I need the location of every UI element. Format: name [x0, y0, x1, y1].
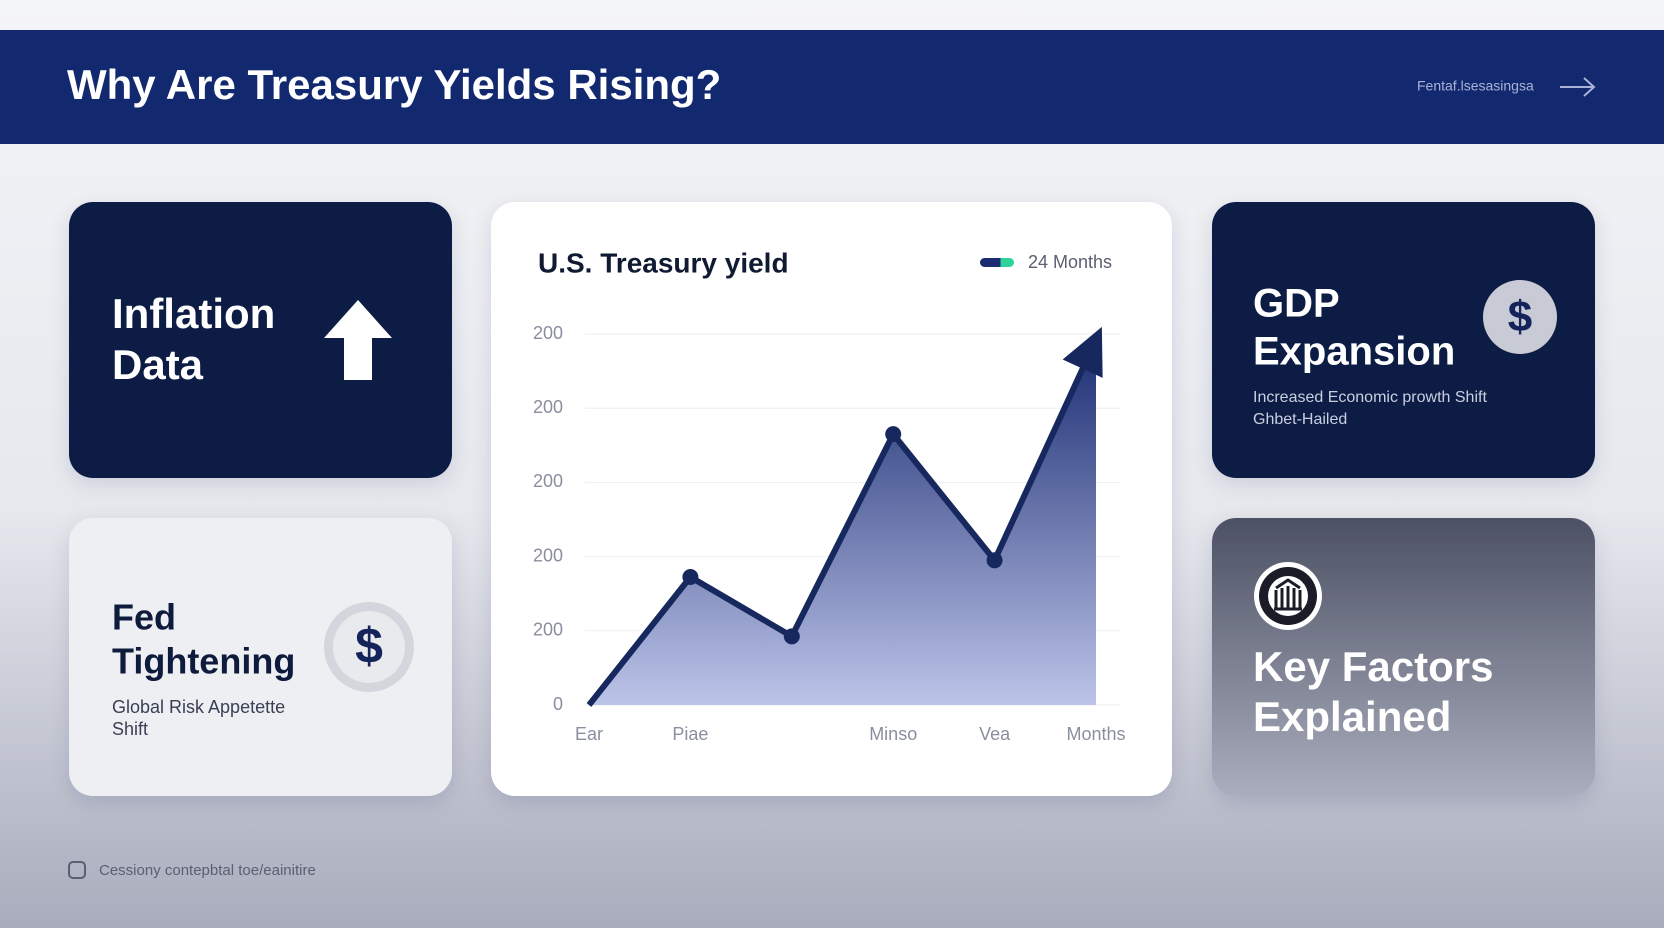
- legend-swatch: [980, 258, 1014, 267]
- point: [986, 552, 1003, 569]
- x-tick-label: Vea: [979, 724, 1011, 744]
- gdp-card: [1212, 202, 1595, 478]
- line: [586, 338, 1099, 707]
- chart-title: U.S. Treasury yield: [538, 247, 789, 278]
- card-title: Explained: [1253, 693, 1451, 740]
- x-tick-label: Piae: [672, 724, 708, 744]
- card-title: Data: [112, 341, 204, 388]
- dollar-icon: $: [1508, 293, 1532, 342]
- header-title: Why Are Treasury Yields Rising?: [67, 61, 721, 108]
- card-title: Expansion: [1253, 330, 1455, 374]
- area: [589, 339, 1096, 705]
- footer-icon: [68, 861, 86, 879]
- y-tick-label: 200: [533, 323, 563, 343]
- card-title: Inflation: [112, 290, 275, 337]
- y-tick-label: 200: [533, 471, 563, 491]
- card-title: Tightening: [112, 641, 295, 682]
- y-tick-label: 200: [533, 397, 563, 417]
- up-arrow-icon: [324, 300, 392, 380]
- x-tick-label: Months: [1066, 724, 1125, 744]
- header-bar: [0, 30, 1664, 144]
- x-tick-label: Minso: [869, 724, 917, 744]
- line-arrowhead: [1062, 326, 1103, 378]
- dollar-icon: [333, 611, 405, 683]
- card-subtitle: Ghbet-Hailed: [1253, 411, 1347, 428]
- point: [682, 569, 699, 586]
- header-arrow[interactable]: [1560, 77, 1596, 97]
- y-tick-label: 200: [533, 620, 563, 640]
- y-tick-label: 0: [553, 694, 563, 714]
- card-title: Key Factors: [1253, 643, 1493, 690]
- footer-text: Cessiony contepbtal toe/eainitire: [99, 862, 316, 879]
- card-title: GDP: [1253, 282, 1340, 326]
- seal-icon: [1274, 578, 1302, 611]
- inflation-card: [69, 202, 452, 478]
- legend-label: 24 Months: [1028, 252, 1112, 272]
- y-tick-label: 200: [533, 545, 563, 565]
- chart: U.S. Treasury yield 24 Months 0 200 200 200…: [533, 247, 1126, 743]
- dollar-icon: [1483, 280, 1557, 354]
- x-tick-label: Ear: [575, 724, 603, 744]
- card-title: Fed: [112, 597, 176, 638]
- card-subtitle: Increased Economic prowth Shift: [1253, 389, 1487, 406]
- dollar-icon: $: [355, 618, 383, 674]
- header-link[interactable]: Fentaf.lsesasingsa: [1417, 78, 1534, 94]
- point: [783, 628, 800, 645]
- fed-card: [69, 518, 452, 796]
- card-subtitle: Shift: [112, 719, 148, 739]
- card-subtitle: Global Risk Appetette: [112, 697, 285, 717]
- point: [885, 426, 902, 443]
